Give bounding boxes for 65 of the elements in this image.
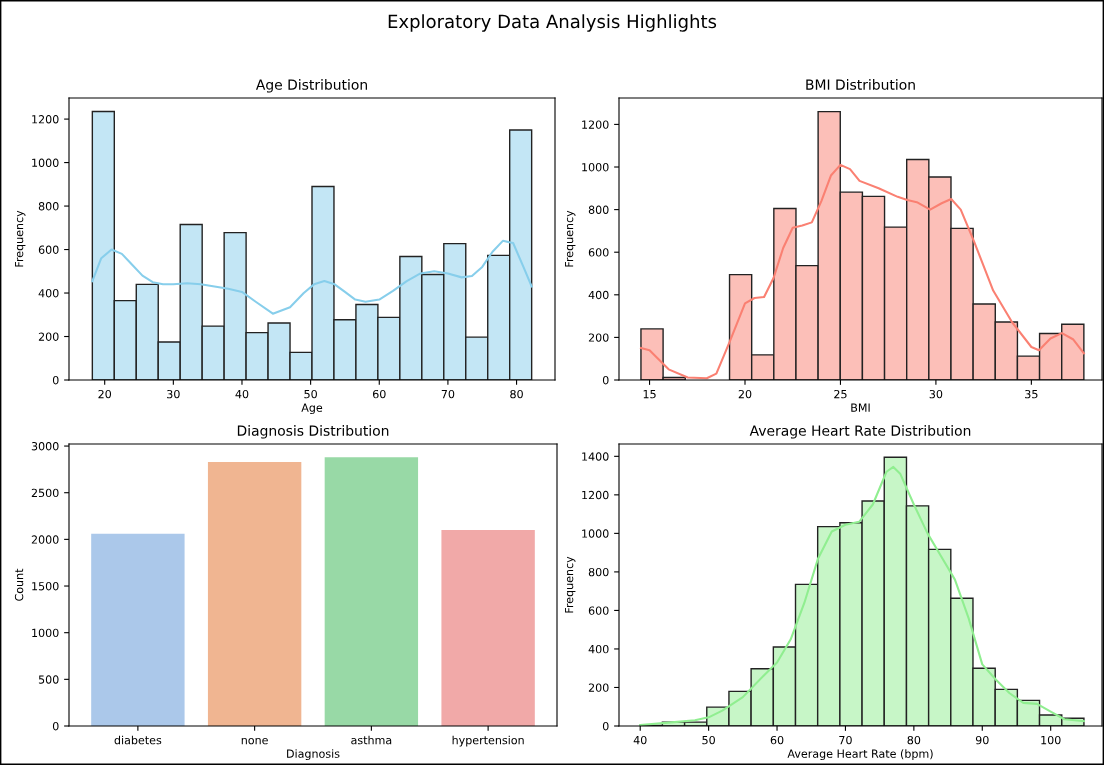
y-tick-label: 600	[588, 606, 609, 615]
y-tick-label: 2000	[31, 535, 59, 544]
x-tick-label: 20	[98, 389, 112, 399]
chart-title: BMI Distribution	[806, 79, 915, 90]
x-tick-label: 70	[441, 389, 455, 399]
x-tick-label: 30	[167, 389, 180, 399]
x-tick-label: 80	[907, 735, 921, 745]
x-tick-label: 30	[929, 389, 943, 399]
y-tick-label: 1000	[582, 162, 609, 172]
y-tick-label: 1200	[32, 115, 59, 124]
y-tick-label: 0	[52, 721, 59, 731]
x-axis-title: Average Heart Rate (bpm)	[787, 749, 933, 761]
x-tick-label: 50	[702, 735, 715, 745]
x-tick-label: 35	[1025, 389, 1038, 399]
y-tick-label: 800	[588, 567, 609, 577]
y-tick-label: 600	[588, 248, 609, 257]
x-tick-label: 40	[235, 389, 249, 399]
y-tick-label: 0	[52, 375, 59, 385]
y-tick-label: 400	[38, 289, 59, 298]
y-tick-label: 1000	[32, 628, 59, 638]
y-tick-label: 400	[588, 644, 609, 654]
text: Exploratory Data Analysis Highlights	[388, 14, 717, 32]
y-tick-label: 0	[602, 721, 609, 731]
y-tick-label: 1200	[582, 120, 609, 129]
y-tick-label: 0	[602, 375, 609, 385]
x-tick-label: 90	[975, 735, 989, 745]
x-tick-label: 25	[834, 389, 847, 399]
y-tick-label: 600	[38, 245, 59, 254]
x-tick-label: none	[241, 737, 268, 745]
y-tick-label: 800	[588, 205, 609, 214]
x-tick-label: 60	[372, 389, 386, 399]
x-tick-label: 15	[643, 390, 656, 399]
y-axis-title: Frequency	[565, 556, 576, 613]
y-tick-label: 1200	[582, 490, 609, 500]
y-tick-label: 3000	[31, 442, 59, 451]
y-tick-label: 200	[588, 683, 609, 692]
x-tick-label: 70	[839, 735, 852, 745]
y-axis-title: Frequency	[15, 210, 26, 267]
y-tick-label: 500	[38, 675, 59, 684]
x-tick-label: 20	[738, 389, 752, 399]
x-axis-title: Diagnosis	[287, 749, 340, 761]
chart-title: Average Heart Rate Distribution	[749, 425, 971, 439]
y-tick-label: 200	[588, 333, 609, 342]
x-tick-label: 40	[633, 735, 647, 745]
x-tick-label: diabetes	[114, 735, 162, 745]
y-tick-label: 1000	[32, 158, 59, 167]
x-tick-label: 60	[770, 735, 784, 745]
y-axis-title: Count	[14, 568, 24, 601]
x-axis-title: BMI	[851, 403, 870, 412]
y-tick-label: 1500	[32, 582, 59, 591]
x-tick-label: hypertension	[452, 735, 524, 747]
y-tick-label: 1400	[582, 452, 609, 461]
y-tick-label: 200	[38, 332, 59, 341]
chart-title: Age Distribution	[255, 79, 367, 93]
x-tick-label: 80	[510, 389, 523, 399]
chart-title: Diagnosis Distribution	[237, 425, 389, 439]
y-axis-title: Frequency	[565, 210, 576, 267]
y-tick-label: 1000	[582, 529, 609, 538]
y-tick-label: 2500	[31, 488, 59, 498]
x-tick-label: 100	[1041, 735, 1061, 745]
x-axis-title: Age	[301, 403, 323, 415]
y-tick-label: 400	[588, 290, 609, 300]
y-tick-label: 800	[38, 202, 59, 211]
x-tick-label: 50	[304, 389, 317, 399]
x-tick-label: asthma	[351, 735, 392, 745]
